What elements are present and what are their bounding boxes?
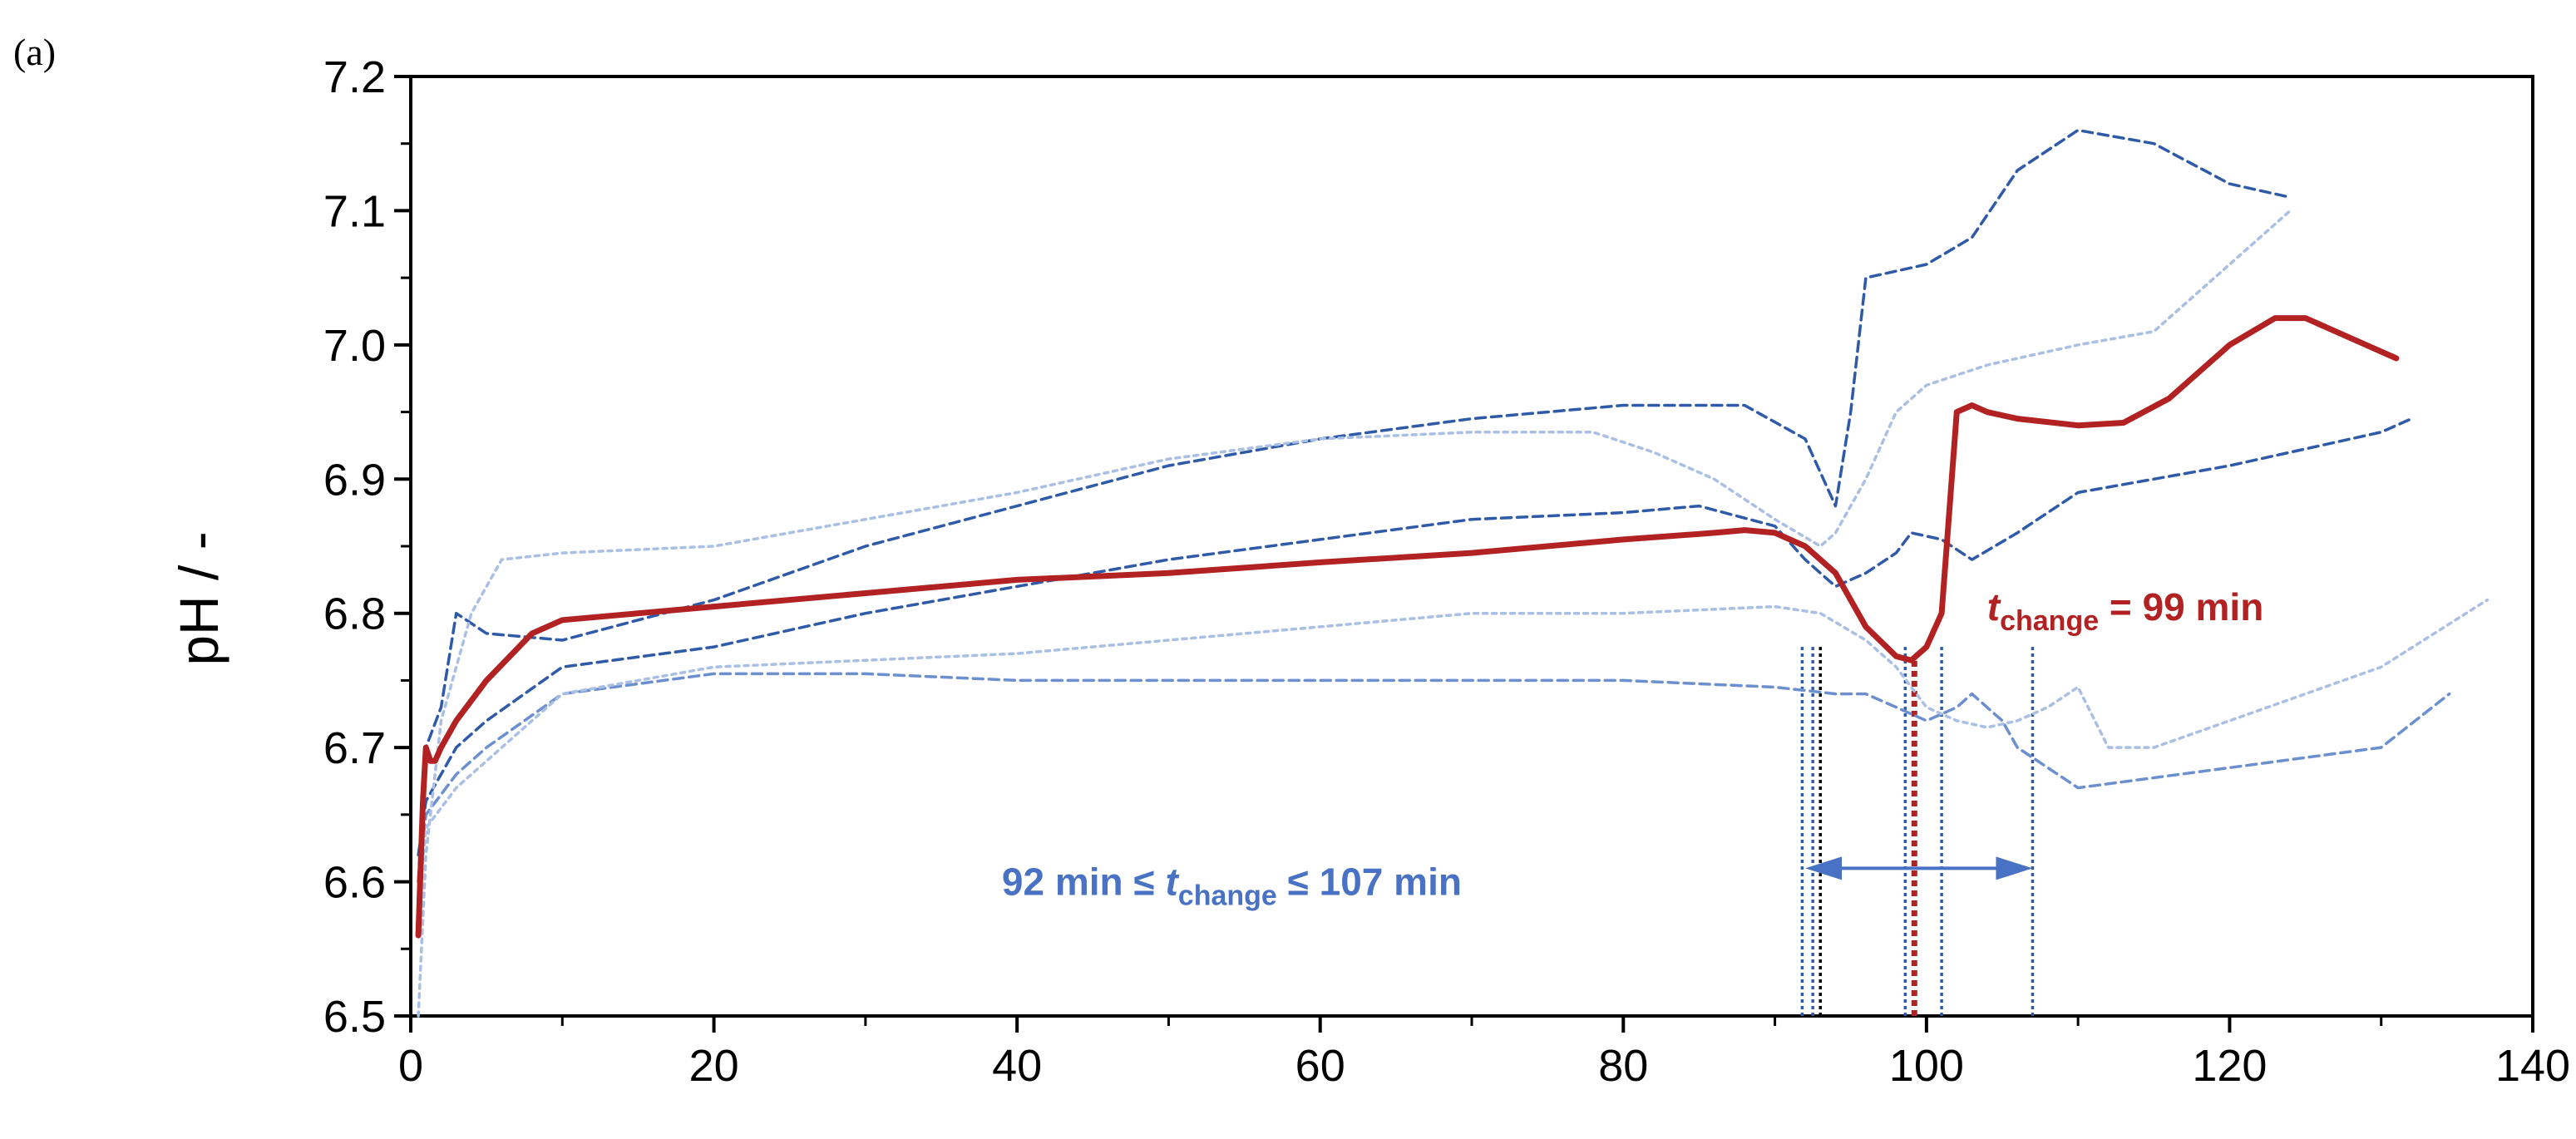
y-axis-label: pH / - — [168, 531, 229, 665]
x-tick-label: 100 — [1889, 1041, 1964, 1091]
range-arrow — [1805, 856, 2033, 880]
series-line — [417, 598, 2490, 910]
series-line — [417, 672, 2451, 884]
x-tick-label: 140 — [2495, 1041, 2570, 1091]
tchange-subscript: change — [2000, 605, 2099, 637]
tchange-symbol: t — [1987, 585, 2001, 629]
plot-frame — [409, 75, 2534, 1018]
y-tick-label: 6.5 — [323, 992, 386, 1042]
series-line — [417, 209, 2292, 1018]
series-line — [417, 128, 2292, 884]
vertical-markers — [1800, 647, 2035, 1016]
range-symbol: t — [1165, 860, 1179, 904]
x-tick-label: 80 — [1598, 1041, 1648, 1091]
tchange-annotation: tchange = 99 min — [1987, 585, 2264, 637]
range-arrow-head-left — [1805, 856, 1843, 880]
x-tick-label: 0 — [398, 1041, 423, 1091]
x-tick-label: 60 — [1295, 1041, 1345, 1091]
x-tick-label: 20 — [689, 1041, 739, 1091]
range-subscript: change — [1178, 880, 1277, 912]
series-line — [417, 417, 2413, 857]
y-tick-label: 6.6 — [323, 858, 386, 908]
y-tick-label: 6.9 — [323, 455, 386, 505]
y-tick-label: 7.0 — [323, 321, 386, 371]
range-upper: ≤ 107 min — [1277, 860, 1462, 904]
x-tick-label: 120 — [2192, 1041, 2267, 1091]
tchange-value: = 99 min — [2099, 585, 2263, 629]
range-lower: 92 min ≤ — [1002, 860, 1166, 904]
series-line — [415, 315, 2400, 939]
x-tick-label: 40 — [992, 1041, 1042, 1091]
y-tick-label: 6.7 — [323, 723, 386, 773]
range-arrow-head-right — [1996, 856, 2033, 880]
axis-ticks — [394, 75, 2534, 1033]
y-tick-label: 7.2 — [323, 52, 386, 102]
data-series — [415, 128, 2490, 1018]
tchange-range-annotation: 92 min ≤ tchange ≤ 107 min — [1002, 860, 1462, 912]
y-tick-label: 6.8 — [323, 589, 386, 639]
axis-tick-labels: 0 20 40 60 80 100 120 140 6.5 6.6 6.7 6.8 6.9 7.0 7.1 7… — [323, 52, 2570, 1091]
y-tick-label: 7.1 — [323, 186, 386, 236]
panel-label: (a) — [13, 31, 56, 73]
